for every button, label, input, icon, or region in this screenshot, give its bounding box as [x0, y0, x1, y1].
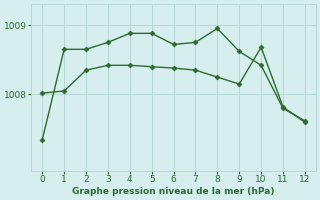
X-axis label: Graphe pression niveau de la mer (hPa): Graphe pression niveau de la mer (hPa) — [72, 187, 275, 196]
